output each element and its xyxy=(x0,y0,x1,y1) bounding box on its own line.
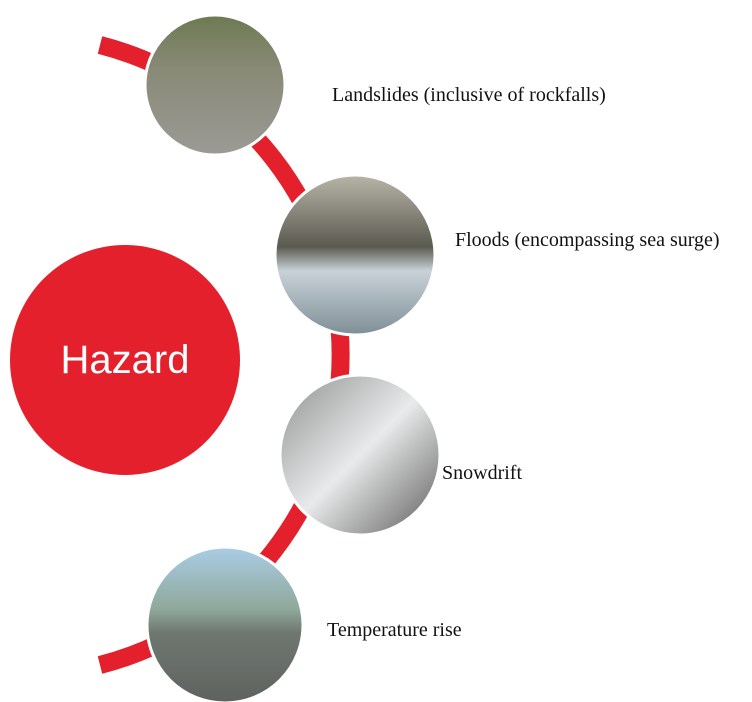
flood-photo xyxy=(275,175,435,335)
item-label: Snowdrift xyxy=(442,458,522,488)
snowdrift-photo xyxy=(280,375,440,535)
center-label: Hazard xyxy=(10,245,240,475)
item-label: Floods (encompassing sea surge) xyxy=(455,225,752,255)
item-label: Temperature rise xyxy=(327,615,462,645)
item-label: Landslides (inclusive of rockfalls) xyxy=(332,80,606,110)
landslide-photo xyxy=(145,15,285,155)
diagram: Hazard Landslides (inclusive of rockfall… xyxy=(0,0,752,702)
temperature-photo xyxy=(147,547,303,702)
